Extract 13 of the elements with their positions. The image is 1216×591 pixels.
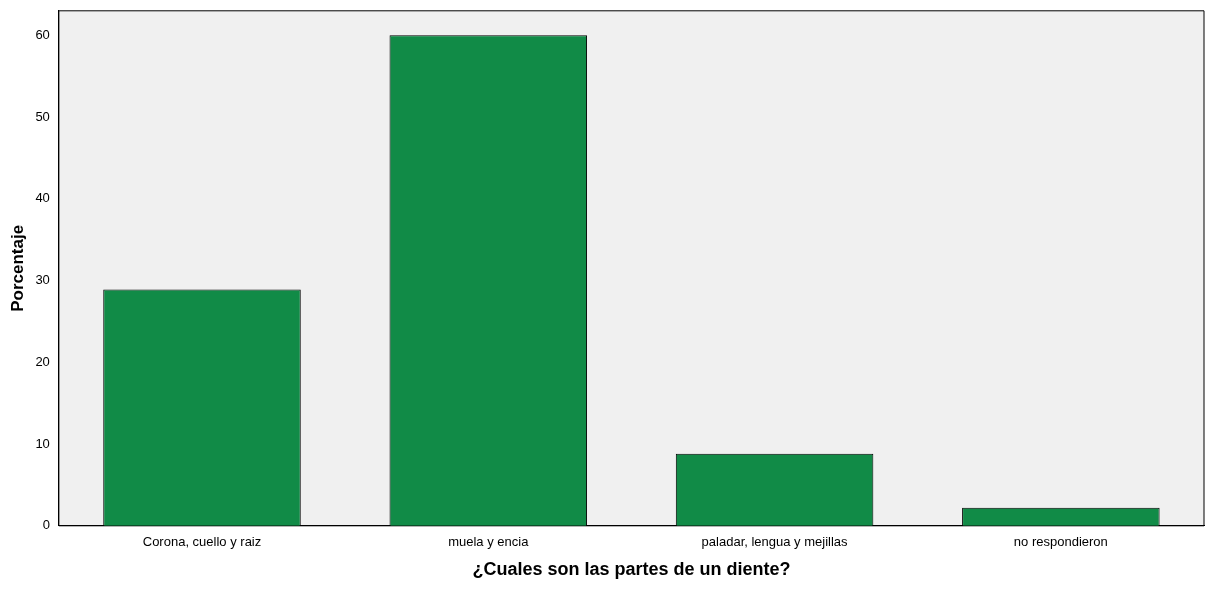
y-tick-label: 50: [35, 108, 50, 124]
y-tick-label: 30: [35, 272, 50, 288]
x-tick-label: no respondieron: [1013, 534, 1108, 550]
x-tick-label: paladar, lengua y mejillas: [701, 534, 849, 550]
x-tick-label: Corona, cuello y raiz: [142, 534, 262, 550]
x-tick-label: muela y encia: [448, 534, 530, 550]
y-tick-label: 20: [35, 353, 50, 369]
y-axis-title: Porcentaje: [7, 224, 27, 312]
y-tick-label: 60: [35, 26, 50, 42]
x-axis-title: ¿Cuales son las partes de un diente?: [472, 559, 791, 580]
y-tick-label: 10: [35, 435, 50, 451]
y-tick-label: 40: [35, 190, 50, 206]
y-tick-label: 0: [42, 517, 50, 533]
